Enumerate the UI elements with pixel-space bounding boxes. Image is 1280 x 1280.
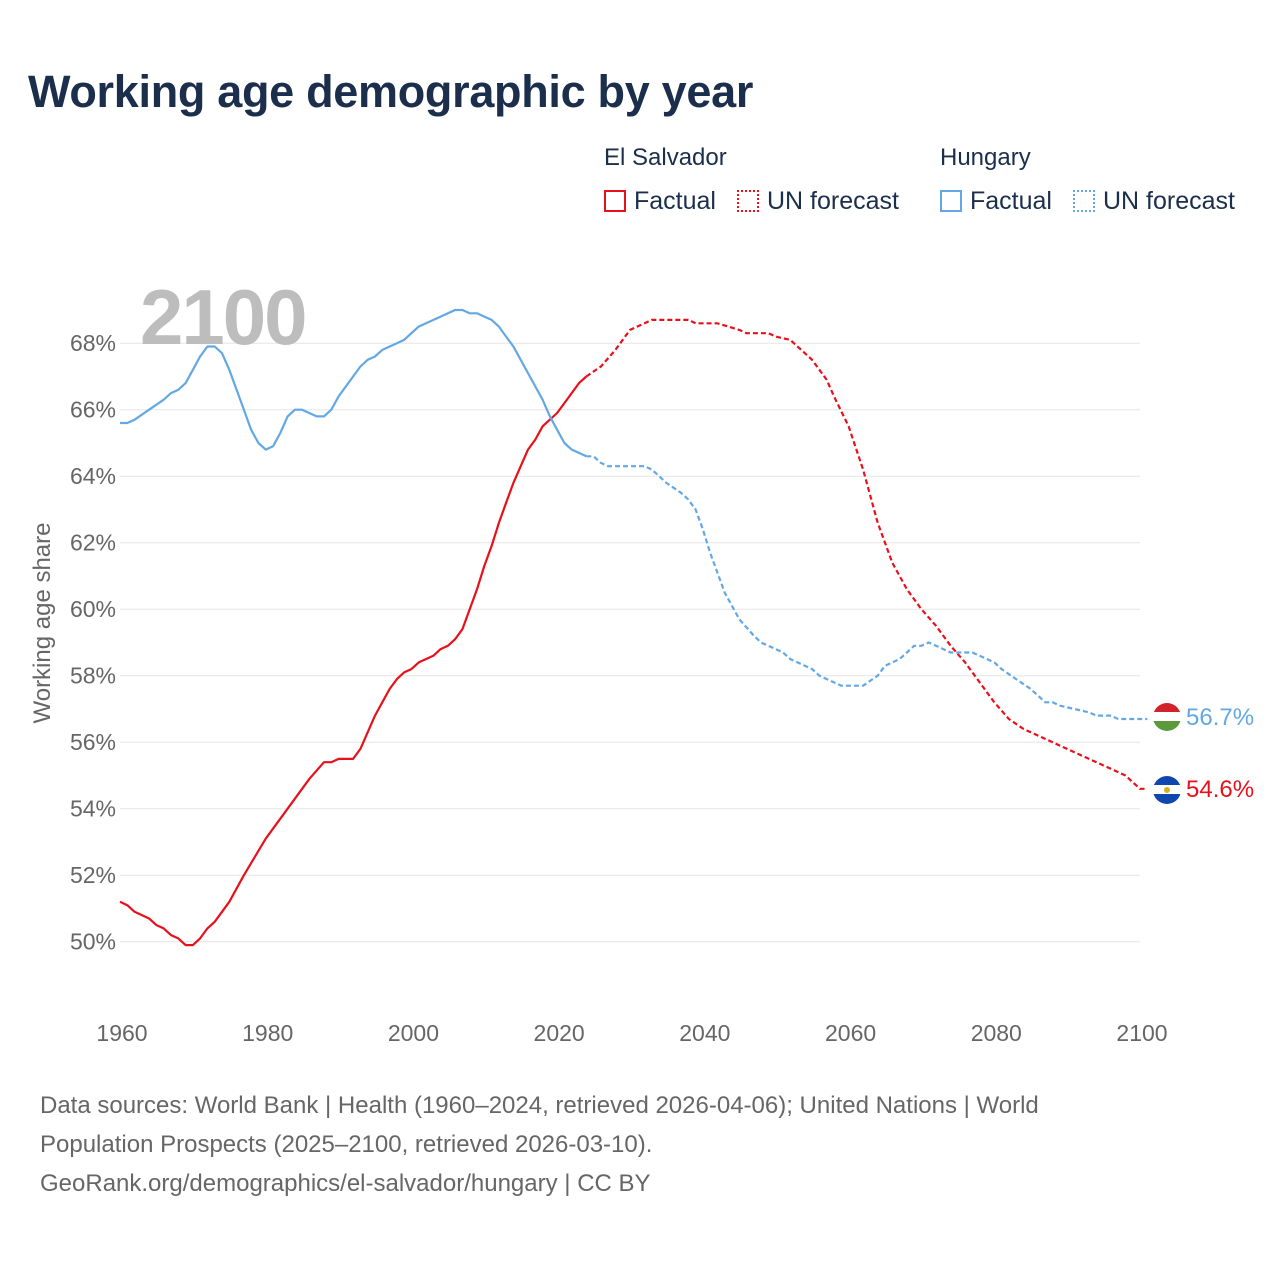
y-tick-label: 52% [70,862,116,888]
legend-label: UN forecast [767,186,899,215]
y-tick-label: 50% [70,929,116,955]
el-salvador-flag-icon [1153,776,1181,804]
legend-swatch-solid-red [604,190,626,212]
hungary-end-label: 56.7% [1186,704,1254,731]
year-watermark: 2100 [140,273,308,361]
y-axis-label: Working age share [29,523,56,724]
x-tick-label: 2000 [388,1020,439,1046]
footer-line: Population Prospects (2025–2100, retriev… [40,1131,653,1158]
footer-line[interactable]: GeoRank.org/demographics/el-salvador/hun… [40,1170,651,1197]
x-tick-label: 2020 [534,1020,585,1046]
hungary-forecast-line[interactable] [586,455,1148,721]
legend-hungary-title: Hungary [940,144,1031,171]
legend-label: UN forecast [1103,186,1235,215]
x-tick-label: 2040 [679,1020,730,1046]
legend-swatch-solid-blue [940,190,962,212]
el-salvador-end-label: 54.6% [1186,776,1254,803]
x-tick-label: 2100 [1116,1020,1167,1046]
x-tick-label: 2060 [825,1020,876,1046]
el-salvador-factual-line[interactable] [119,375,588,947]
legend-el-salvador-title: El Salvador [604,144,727,171]
y-tick-label: 58% [70,663,116,689]
legend-label: Factual [634,186,716,215]
legend-hungary-forecast[interactable]: UN forecast [1073,186,1235,216]
y-tick-label: 68% [70,330,116,356]
y-tick-label: 60% [70,596,116,622]
x-tick-label: 2080 [971,1020,1022,1046]
legend-swatch-dotted-blue [1073,190,1095,212]
el-salvador-forecast-line[interactable] [585,318,1148,790]
y-tick-label: 66% [70,397,116,423]
legend-label: Factual [970,186,1052,215]
legend-hungary-factual[interactable]: Factual [940,186,1052,216]
footer-sources: Data sources: World Bank | Health (1960–… [40,1086,1180,1203]
y-tick-label: 54% [70,796,116,822]
legend-el-salvador-forecast[interactable]: UN forecast [737,186,899,216]
footer-line: Data sources: World Bank | Health (1960–… [40,1092,1039,1119]
x-tick-label: 1960 [96,1020,147,1046]
hungary-factual-line[interactable] [120,308,587,458]
legend-el-salvador-factual[interactable]: Factual [604,186,716,216]
legend-swatch-dotted-red [737,190,759,212]
y-tick-label: 56% [70,729,116,755]
x-tick-label: 1980 [242,1020,293,1046]
y-tick-label: 64% [70,463,116,489]
hungary-flag-icon [1153,703,1181,731]
chart-title: Working age demographic by year [28,66,754,117]
y-tick-label: 62% [70,530,116,556]
